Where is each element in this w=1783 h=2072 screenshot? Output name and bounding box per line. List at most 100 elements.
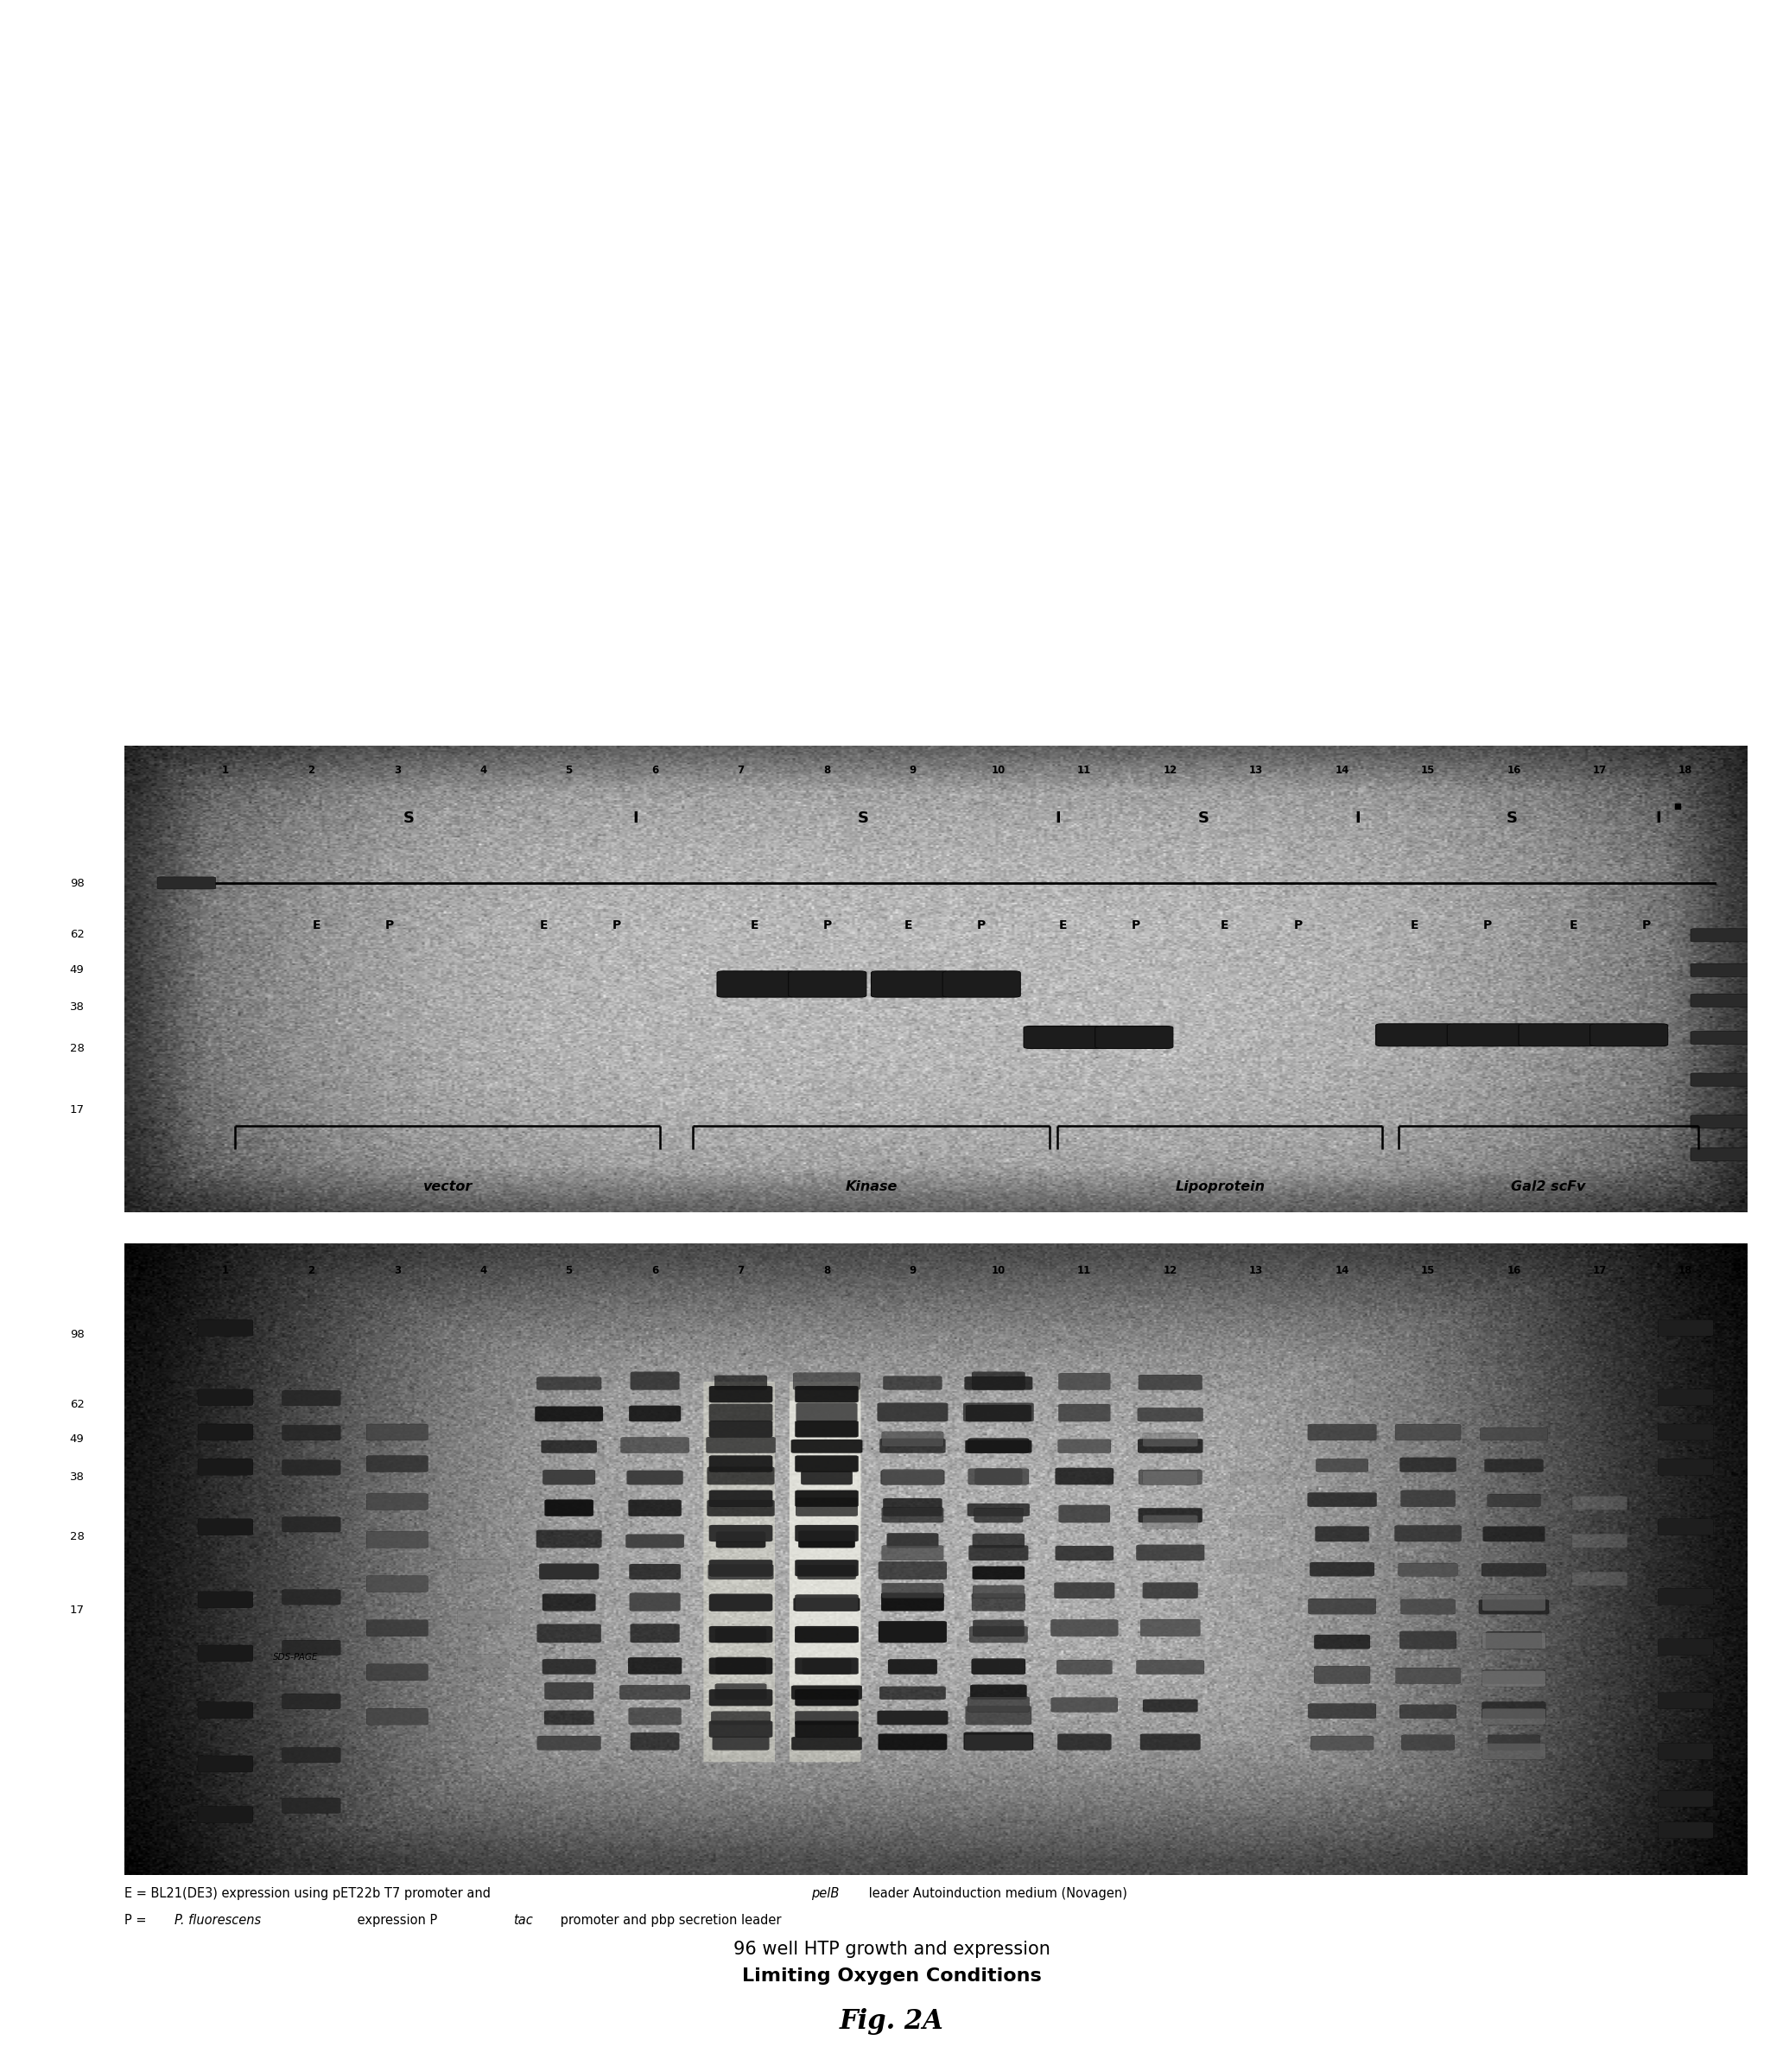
FancyBboxPatch shape — [795, 1386, 858, 1403]
FancyBboxPatch shape — [1059, 1374, 1111, 1390]
Text: 5: 5 — [565, 1266, 572, 1276]
Text: 14: 14 — [1335, 765, 1350, 775]
FancyBboxPatch shape — [883, 1498, 941, 1517]
FancyBboxPatch shape — [282, 1589, 341, 1604]
FancyBboxPatch shape — [1059, 1405, 1111, 1421]
FancyBboxPatch shape — [1448, 1024, 1524, 1046]
FancyBboxPatch shape — [1573, 1573, 1628, 1585]
FancyBboxPatch shape — [1482, 1633, 1546, 1649]
FancyBboxPatch shape — [793, 1598, 859, 1612]
FancyBboxPatch shape — [542, 1593, 596, 1612]
FancyBboxPatch shape — [877, 1403, 949, 1421]
FancyBboxPatch shape — [537, 1624, 601, 1643]
FancyBboxPatch shape — [1658, 1589, 1713, 1604]
FancyBboxPatch shape — [717, 1531, 765, 1548]
FancyBboxPatch shape — [968, 1504, 1029, 1517]
Text: E: E — [1410, 920, 1419, 932]
Text: 28: 28 — [70, 1531, 84, 1544]
Text: expression P: expression P — [353, 1915, 437, 1927]
FancyBboxPatch shape — [198, 1807, 253, 1823]
FancyBboxPatch shape — [710, 1593, 772, 1612]
FancyBboxPatch shape — [972, 1593, 1025, 1612]
FancyBboxPatch shape — [965, 1734, 1032, 1751]
FancyBboxPatch shape — [1487, 1734, 1541, 1751]
FancyBboxPatch shape — [886, 1533, 938, 1548]
Text: 17: 17 — [1592, 765, 1606, 775]
FancyBboxPatch shape — [943, 972, 1020, 997]
FancyBboxPatch shape — [1480, 1428, 1548, 1440]
FancyBboxPatch shape — [1230, 1560, 1282, 1573]
FancyBboxPatch shape — [710, 1722, 772, 1738]
FancyBboxPatch shape — [198, 1388, 253, 1405]
FancyBboxPatch shape — [1311, 1736, 1373, 1751]
FancyBboxPatch shape — [366, 1575, 428, 1591]
FancyBboxPatch shape — [1309, 1600, 1376, 1614]
FancyBboxPatch shape — [710, 1455, 772, 1471]
FancyBboxPatch shape — [1658, 1821, 1713, 1838]
FancyBboxPatch shape — [1056, 1467, 1114, 1486]
FancyBboxPatch shape — [1658, 1639, 1713, 1656]
FancyBboxPatch shape — [795, 1490, 858, 1506]
FancyBboxPatch shape — [797, 1403, 858, 1421]
Text: 7: 7 — [738, 1266, 744, 1276]
FancyBboxPatch shape — [1401, 1490, 1455, 1506]
Text: P: P — [977, 920, 986, 932]
FancyBboxPatch shape — [629, 1593, 679, 1612]
FancyBboxPatch shape — [795, 1689, 858, 1705]
Text: 15: 15 — [1421, 1266, 1435, 1276]
Text: 12: 12 — [1163, 765, 1177, 775]
FancyBboxPatch shape — [1138, 1508, 1202, 1523]
FancyBboxPatch shape — [1307, 1423, 1376, 1440]
FancyBboxPatch shape — [972, 1658, 1025, 1674]
FancyBboxPatch shape — [972, 1533, 1025, 1548]
Text: 2: 2 — [308, 765, 316, 775]
FancyBboxPatch shape — [544, 1500, 594, 1517]
FancyBboxPatch shape — [1482, 1701, 1546, 1718]
FancyBboxPatch shape — [966, 1405, 1031, 1421]
Text: E: E — [538, 920, 547, 932]
Text: Fig. 2A: Fig. 2A — [840, 2008, 943, 2035]
Text: Gal2 scFv: Gal2 scFv — [1512, 1179, 1585, 1193]
Text: 2: 2 — [308, 1266, 316, 1276]
Text: promoter and pbp secretion leader: promoter and pbp secretion leader — [556, 1915, 781, 1927]
FancyBboxPatch shape — [1478, 1600, 1549, 1614]
FancyBboxPatch shape — [968, 1438, 1029, 1452]
FancyBboxPatch shape — [1143, 1471, 1198, 1486]
FancyBboxPatch shape — [1143, 1434, 1198, 1446]
FancyBboxPatch shape — [198, 1755, 253, 1772]
FancyBboxPatch shape — [1398, 1562, 1458, 1577]
FancyBboxPatch shape — [1658, 1388, 1713, 1405]
FancyBboxPatch shape — [628, 1658, 681, 1674]
FancyBboxPatch shape — [795, 1658, 858, 1674]
FancyBboxPatch shape — [710, 1405, 772, 1421]
FancyBboxPatch shape — [795, 1629, 859, 1643]
FancyBboxPatch shape — [1143, 1699, 1198, 1711]
FancyBboxPatch shape — [1658, 1743, 1713, 1759]
Text: P: P — [1130, 920, 1139, 932]
FancyBboxPatch shape — [792, 1736, 861, 1751]
Text: 11: 11 — [1077, 765, 1091, 775]
FancyBboxPatch shape — [715, 1376, 767, 1390]
Text: 96 well HTP growth and expression: 96 well HTP growth and expression — [733, 1941, 1050, 1958]
FancyBboxPatch shape — [629, 1564, 681, 1579]
Text: P. fluorescens: P. fluorescens — [175, 1915, 262, 1927]
FancyBboxPatch shape — [1309, 1703, 1376, 1718]
FancyBboxPatch shape — [788, 972, 867, 997]
FancyBboxPatch shape — [456, 1610, 510, 1624]
Text: 9: 9 — [909, 765, 916, 775]
Text: S: S — [858, 810, 868, 827]
FancyBboxPatch shape — [963, 1403, 1034, 1421]
FancyBboxPatch shape — [1690, 1148, 1749, 1160]
Text: P: P — [1293, 920, 1302, 932]
FancyBboxPatch shape — [965, 1376, 1032, 1390]
FancyBboxPatch shape — [535, 1407, 603, 1421]
FancyBboxPatch shape — [795, 1421, 858, 1438]
Text: E: E — [1059, 920, 1066, 932]
FancyBboxPatch shape — [972, 1566, 1025, 1579]
Text: 1: 1 — [221, 765, 228, 775]
FancyBboxPatch shape — [537, 1378, 601, 1390]
FancyBboxPatch shape — [879, 1734, 947, 1751]
FancyBboxPatch shape — [1658, 1693, 1713, 1709]
FancyBboxPatch shape — [1394, 1423, 1460, 1440]
Text: I: I — [1655, 810, 1662, 827]
